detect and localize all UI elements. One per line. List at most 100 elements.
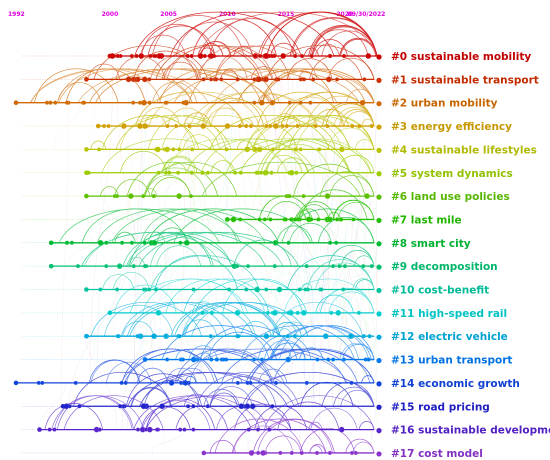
publication-node xyxy=(163,170,168,175)
publication-node xyxy=(335,217,340,222)
citation-arc xyxy=(209,392,238,407)
citation-arc xyxy=(147,25,216,57)
background-link xyxy=(331,172,352,337)
background-link xyxy=(208,219,240,290)
publication-node xyxy=(201,77,206,82)
publication-node xyxy=(77,404,82,409)
cluster-end-marker xyxy=(376,287,382,294)
publication-node xyxy=(264,124,269,129)
publication-node xyxy=(322,333,329,340)
cluster-label-16[interactable]: #16 sustainable development xyxy=(391,425,550,437)
background-link xyxy=(82,196,140,243)
background-link xyxy=(61,102,69,407)
citation-arc xyxy=(266,201,307,220)
publication-node xyxy=(205,404,210,409)
citation-arc xyxy=(58,208,220,243)
publication-node xyxy=(255,427,261,432)
publication-node xyxy=(325,124,330,129)
citation-arc xyxy=(276,157,309,173)
publication-node xyxy=(359,99,366,106)
citation-arc xyxy=(300,189,368,220)
publication-node xyxy=(248,450,255,456)
publication-node xyxy=(351,217,356,222)
publication-node xyxy=(98,287,103,292)
cluster-label-6[interactable]: #6 land use policies xyxy=(391,191,510,203)
cluster-label-8[interactable]: #8 smart city xyxy=(391,238,471,250)
background-link xyxy=(109,126,192,290)
background-link xyxy=(212,149,238,220)
citation-arc xyxy=(133,50,198,80)
publication-node xyxy=(270,404,275,409)
cluster-end-marker xyxy=(376,357,382,364)
citation-arc xyxy=(270,302,364,337)
citation-arc xyxy=(126,301,238,337)
background-link xyxy=(89,55,114,383)
citation-arc xyxy=(101,138,234,173)
publication-node xyxy=(95,123,101,129)
citation-arc xyxy=(289,222,332,243)
publication-node xyxy=(258,53,263,59)
publication-node xyxy=(280,53,287,59)
citation-arc xyxy=(336,154,375,173)
publication-node xyxy=(201,450,207,456)
publication-node xyxy=(252,77,257,82)
publication-node xyxy=(314,450,320,456)
citation-arc xyxy=(30,68,193,103)
publication-node xyxy=(155,309,162,316)
citation-arc xyxy=(210,160,236,173)
publication-node xyxy=(125,76,132,83)
cluster-label-7[interactable]: #7 last mile xyxy=(391,214,462,226)
publication-node xyxy=(244,124,249,129)
publication-node xyxy=(168,380,175,386)
cluster-label-13[interactable]: #13 urban transport xyxy=(391,355,512,367)
citation-arc xyxy=(139,34,186,57)
citation-arc xyxy=(293,163,366,197)
publication-node xyxy=(258,99,265,106)
publication-node xyxy=(142,240,147,245)
background-link xyxy=(321,266,368,337)
publication-node xyxy=(335,309,342,316)
cluster-end-marker xyxy=(376,171,382,177)
citation-arc xyxy=(296,201,335,220)
cluster-label-3[interactable]: #3 energy efficiency xyxy=(391,121,512,133)
citation-arc xyxy=(170,11,335,57)
citation-arc xyxy=(163,45,273,80)
cluster-label-14[interactable]: #14 economic growth xyxy=(391,378,520,390)
citation-arc xyxy=(173,68,360,103)
year-tick-label: 2005 xyxy=(160,11,177,18)
cluster-label-17[interactable]: #17 cost model xyxy=(391,448,483,460)
publication-node xyxy=(259,170,264,175)
background-link xyxy=(81,312,117,430)
cluster-label-4[interactable]: #4 sustainable lifestyles xyxy=(391,144,537,156)
cluster-label-5[interactable]: #5 system dynamics xyxy=(391,168,513,180)
publication-node xyxy=(40,380,45,385)
citation-arc xyxy=(126,162,219,197)
publication-node xyxy=(84,193,89,199)
citation-arc xyxy=(144,162,238,197)
citation-arc xyxy=(183,393,210,407)
cluster-label-9[interactable]: #9 decomposition xyxy=(391,261,498,273)
citation-arc xyxy=(340,39,377,57)
publication-node xyxy=(114,194,120,199)
citation-arc xyxy=(252,115,351,150)
cluster-label-11[interactable]: #11 high-speed rail xyxy=(391,308,507,320)
citation-arc xyxy=(105,361,152,383)
publication-node xyxy=(176,193,182,199)
publication-node xyxy=(191,287,196,292)
citation-arc xyxy=(139,371,270,407)
publication-node xyxy=(129,240,134,245)
citation-arc xyxy=(145,400,211,430)
cluster-label-2[interactable]: #2 urban mobility xyxy=(391,98,498,110)
year-tick-label: 2020 xyxy=(336,11,353,18)
publication-node xyxy=(64,240,69,245)
cluster-label-1[interactable]: #1 sustainable transport xyxy=(391,74,539,86)
cluster-label-12[interactable]: #12 electric vehicle xyxy=(391,331,508,343)
publication-node xyxy=(171,147,176,152)
publication-node xyxy=(256,76,262,83)
cluster-label-0[interactable]: #0 sustainable mobility xyxy=(391,51,531,63)
cluster-label-15[interactable]: #15 road pricing xyxy=(391,401,490,413)
cluster-label-10[interactable]: #10 cost-benefit xyxy=(391,285,489,297)
publication-node xyxy=(131,100,136,105)
cluster-end-marker xyxy=(376,54,382,60)
publication-node xyxy=(361,334,366,339)
